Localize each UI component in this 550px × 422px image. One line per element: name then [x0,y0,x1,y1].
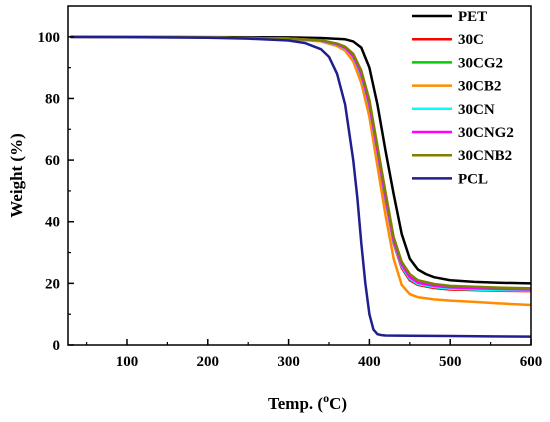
y-tick-label: 100 [38,30,61,46]
ticks-layer: 100 200 300 400 500 600 0 20 40 60 80 100 [38,30,543,370]
y-tick-label: 20 [45,276,60,292]
legend-label-30c: 30C [458,32,484,48]
y-tick-label: 60 [45,153,60,169]
x-tick-label: 200 [197,354,220,370]
y-tick-label: 0 [53,338,61,354]
x-tick-label: 100 [116,354,139,370]
series-line-30cnb2 [70,35,532,290]
x-tick-label: 300 [277,354,300,370]
y-axis-title: Weight (%) [7,133,26,218]
series-line-pcl [70,35,532,338]
x-axis-title-superscript: o [323,391,329,405]
x-axis-title: Temp. (oC) [268,391,347,413]
legend-label-30cg2: 30CG2 [458,55,503,71]
legend-label-pcl: PCL [458,171,488,187]
y-tick-label: 40 [45,215,60,231]
x-tick-label: 400 [358,354,381,370]
legend-label-30cb2: 30CB2 [458,79,501,95]
legend-label-pet: PET [458,9,487,25]
x-axis-title-unit: C) [329,394,347,413]
series-line-pet [70,35,532,285]
series-layer [70,35,532,338]
legend: PET 30C 30CG2 30CB2 30CN 30CNG2 30CNB2 PCL [412,9,514,187]
y-tick-label: 80 [45,91,60,107]
legend-label-30cnb2: 30CNB2 [458,148,512,164]
x-axis-title-text: Temp. ( [268,394,323,413]
x-tick-label: 600 [520,354,543,370]
plot-frame [67,5,532,346]
legend-label-30cng2: 30CNG2 [458,125,514,141]
x-tick-label: 500 [439,354,462,370]
legend-label-30cn: 30CN [458,102,495,118]
